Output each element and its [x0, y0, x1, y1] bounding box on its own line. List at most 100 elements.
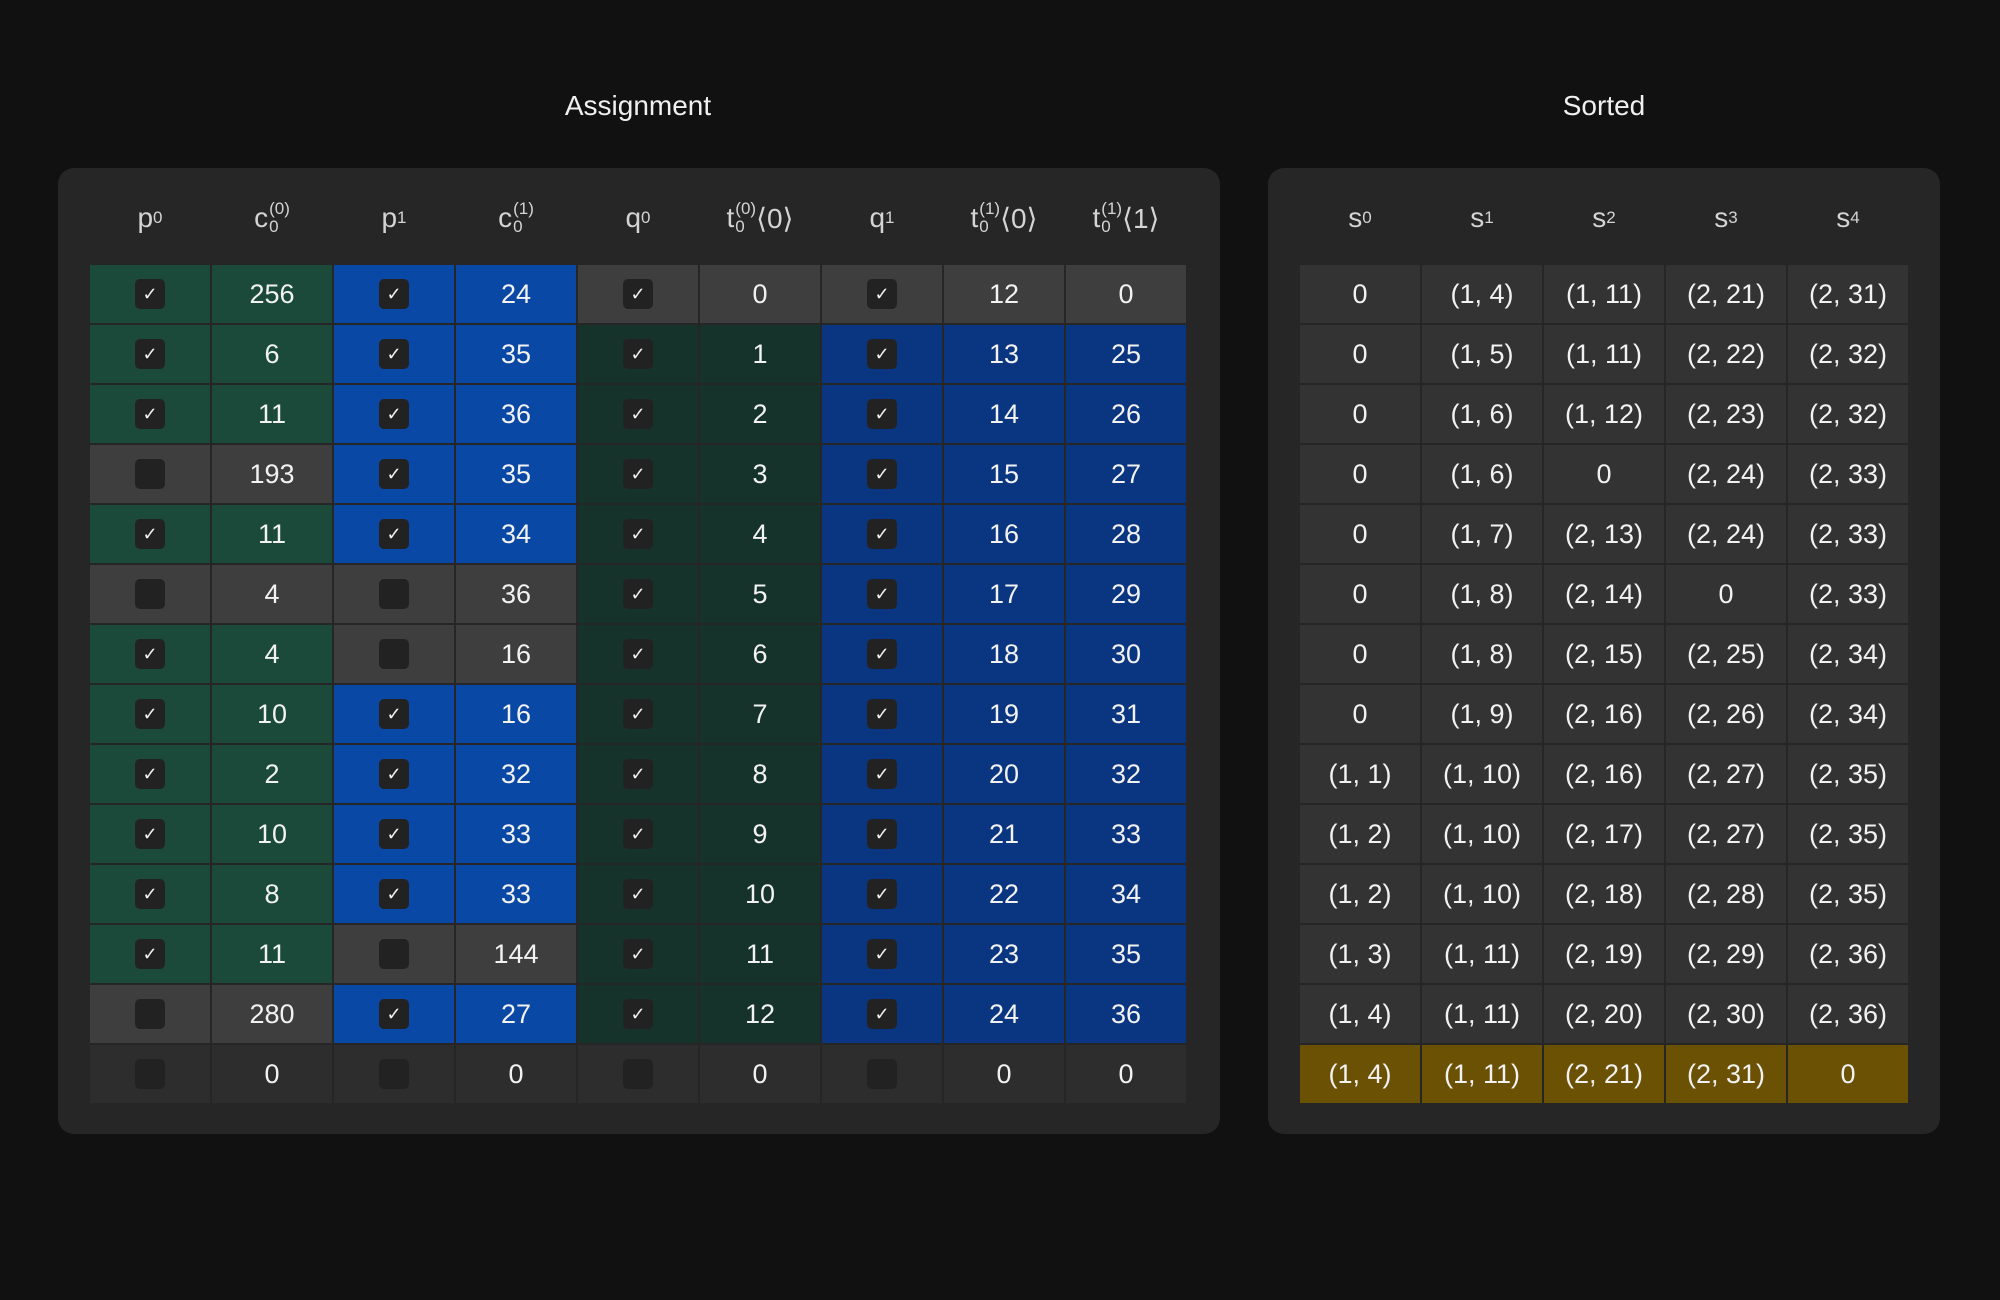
checkbox[interactable]: ✓ — [135, 279, 165, 309]
q1-checkbox[interactable]: ✓ — [822, 505, 942, 563]
q1-checkbox[interactable]: ✓ — [822, 565, 942, 623]
checkbox[interactable]: ✓ — [867, 759, 897, 789]
checkbox[interactable]: ✓ — [135, 399, 165, 429]
checkbox[interactable]: ✓ — [623, 459, 653, 489]
checkbox[interactable] — [135, 459, 165, 489]
q0-checkbox[interactable]: ✓ — [578, 565, 698, 623]
checkbox[interactable]: ✓ — [623, 759, 653, 789]
q1-checkbox[interactable]: ✓ — [822, 745, 942, 803]
checkbox[interactable]: ✓ — [379, 699, 409, 729]
checkbox[interactable]: ✓ — [135, 759, 165, 789]
checkbox[interactable]: ✓ — [135, 639, 165, 669]
checkbox[interactable]: ✓ — [135, 339, 165, 369]
p0-checkbox[interactable]: ✓ — [90, 625, 210, 683]
q0-checkbox[interactable]: ✓ — [578, 445, 698, 503]
checkbox[interactable]: ✓ — [867, 699, 897, 729]
p1-checkbox[interactable]: ✓ — [334, 265, 454, 323]
checkbox[interactable]: ✓ — [379, 459, 409, 489]
p0-checkbox[interactable]: ✓ — [90, 865, 210, 923]
q0-checkbox[interactable]: ✓ — [578, 385, 698, 443]
checkbox[interactable] — [135, 579, 165, 609]
q0-checkbox[interactable]: ✓ — [578, 925, 698, 983]
checkbox[interactable]: ✓ — [867, 399, 897, 429]
checkbox[interactable]: ✓ — [379, 339, 409, 369]
checkbox[interactable]: ✓ — [623, 639, 653, 669]
checkbox[interactable]: ✓ — [623, 519, 653, 549]
q0-checkbox[interactable]: ✓ — [578, 685, 698, 743]
checkbox[interactable]: ✓ — [379, 879, 409, 909]
p1-checkbox[interactable] — [334, 1045, 454, 1103]
p0-checkbox[interactable]: ✓ — [90, 265, 210, 323]
p0-checkbox[interactable]: ✓ — [90, 745, 210, 803]
checkbox[interactable]: ✓ — [379, 819, 409, 849]
checkbox[interactable] — [135, 999, 165, 1029]
q1-checkbox[interactable]: ✓ — [822, 445, 942, 503]
p1-checkbox[interactable] — [334, 925, 454, 983]
checkbox[interactable]: ✓ — [379, 759, 409, 789]
checkbox[interactable]: ✓ — [623, 339, 653, 369]
q1-checkbox[interactable]: ✓ — [822, 685, 942, 743]
checkbox[interactable]: ✓ — [623, 819, 653, 849]
p1-checkbox[interactable] — [334, 565, 454, 623]
checkbox[interactable]: ✓ — [867, 639, 897, 669]
checkbox[interactable]: ✓ — [623, 999, 653, 1029]
checkbox[interactable]: ✓ — [867, 819, 897, 849]
p1-checkbox[interactable]: ✓ — [334, 985, 454, 1043]
p1-checkbox[interactable]: ✓ — [334, 865, 454, 923]
checkbox[interactable] — [135, 1059, 165, 1089]
checkbox[interactable] — [379, 939, 409, 969]
checkbox[interactable]: ✓ — [379, 999, 409, 1029]
q1-checkbox[interactable]: ✓ — [822, 925, 942, 983]
p0-checkbox[interactable]: ✓ — [90, 385, 210, 443]
checkbox[interactable]: ✓ — [867, 279, 897, 309]
q1-checkbox[interactable]: ✓ — [822, 985, 942, 1043]
checkbox[interactable]: ✓ — [135, 879, 165, 909]
checkbox[interactable]: ✓ — [867, 519, 897, 549]
checkbox[interactable]: ✓ — [867, 999, 897, 1029]
checkbox[interactable]: ✓ — [867, 339, 897, 369]
p1-checkbox[interactable]: ✓ — [334, 325, 454, 383]
p1-checkbox[interactable]: ✓ — [334, 745, 454, 803]
p0-checkbox[interactable]: ✓ — [90, 925, 210, 983]
q1-checkbox[interactable]: ✓ — [822, 265, 942, 323]
p1-checkbox[interactable]: ✓ — [334, 685, 454, 743]
q0-checkbox[interactable]: ✓ — [578, 505, 698, 563]
checkbox[interactable]: ✓ — [867, 579, 897, 609]
checkbox[interactable]: ✓ — [867, 459, 897, 489]
p0-checkbox[interactable]: ✓ — [90, 325, 210, 383]
q0-checkbox[interactable] — [578, 1045, 698, 1103]
checkbox[interactable]: ✓ — [135, 699, 165, 729]
q0-checkbox[interactable]: ✓ — [578, 985, 698, 1043]
checkbox[interactable]: ✓ — [379, 519, 409, 549]
p1-checkbox[interactable]: ✓ — [334, 505, 454, 563]
p0-checkbox[interactable]: ✓ — [90, 805, 210, 863]
checkbox[interactable] — [379, 579, 409, 609]
checkbox[interactable]: ✓ — [867, 939, 897, 969]
checkbox[interactable] — [623, 1059, 653, 1089]
checkbox[interactable]: ✓ — [379, 399, 409, 429]
checkbox[interactable] — [379, 1059, 409, 1089]
checkbox[interactable]: ✓ — [623, 699, 653, 729]
p1-checkbox[interactable]: ✓ — [334, 805, 454, 863]
p1-checkbox[interactable]: ✓ — [334, 445, 454, 503]
q1-checkbox[interactable] — [822, 1045, 942, 1103]
p1-checkbox[interactable] — [334, 625, 454, 683]
p0-checkbox[interactable] — [90, 985, 210, 1043]
q0-checkbox[interactable]: ✓ — [578, 625, 698, 683]
p0-checkbox[interactable] — [90, 565, 210, 623]
q0-checkbox[interactable]: ✓ — [578, 265, 698, 323]
q0-checkbox[interactable]: ✓ — [578, 865, 698, 923]
checkbox[interactable]: ✓ — [379, 279, 409, 309]
checkbox[interactable]: ✓ — [867, 879, 897, 909]
q1-checkbox[interactable]: ✓ — [822, 865, 942, 923]
q1-checkbox[interactable]: ✓ — [822, 805, 942, 863]
checkbox[interactable]: ✓ — [623, 579, 653, 609]
checkbox[interactable]: ✓ — [135, 519, 165, 549]
checkbox[interactable] — [379, 639, 409, 669]
checkbox[interactable]: ✓ — [623, 879, 653, 909]
q1-checkbox[interactable]: ✓ — [822, 625, 942, 683]
checkbox[interactable] — [867, 1059, 897, 1089]
p1-checkbox[interactable]: ✓ — [334, 385, 454, 443]
q0-checkbox[interactable]: ✓ — [578, 805, 698, 863]
checkbox[interactable]: ✓ — [623, 279, 653, 309]
